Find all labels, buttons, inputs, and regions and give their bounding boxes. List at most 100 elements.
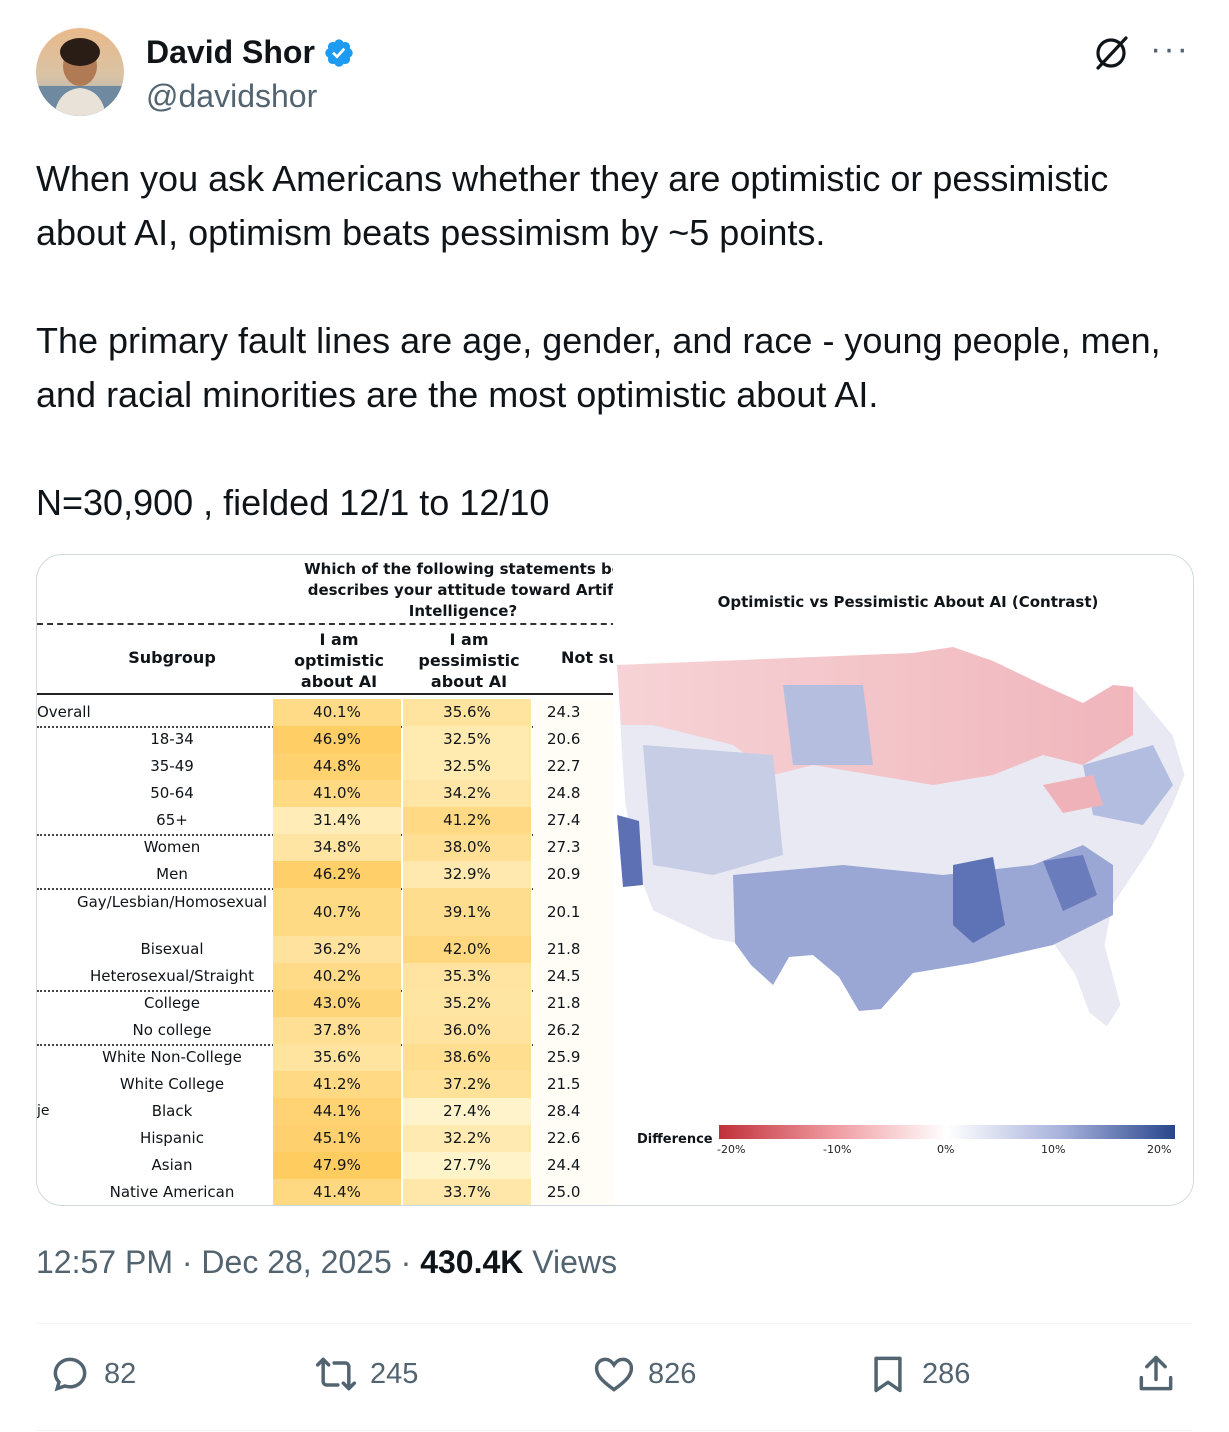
reply-count: 82: [104, 1357, 137, 1390]
not-sure-cell: 26.2: [533, 1017, 613, 1044]
not-sure-cell: 21.5: [533, 1071, 613, 1098]
optimistic-cell: 40.7%: [273, 888, 401, 936]
optimistic-cell: 45.1%: [273, 1125, 401, 1152]
survey-table: Which of the following statements be des…: [37, 555, 613, 1205]
not-sure-cell: 25.0: [533, 1179, 613, 1205]
reply-button[interactable]: 82: [48, 1352, 136, 1396]
table-row: 50-64 41.0% 34.2% 24.8: [37, 780, 613, 807]
action-bar: 82 245 826 286: [36, 1352, 1192, 1408]
optimistic-cell: 46.2%: [273, 861, 401, 888]
like-button[interactable]: 826: [592, 1352, 696, 1396]
not-sure-cell: 21.8: [533, 936, 613, 963]
table-row: No college 37.8% 36.0% 26.2: [37, 1017, 613, 1044]
region-south: [733, 845, 1113, 1011]
author-name[interactable]: David Shor: [146, 34, 355, 71]
row-label: No college: [132, 1021, 212, 1039]
table-row: Asian 47.9% 27.7% 24.4: [37, 1152, 613, 1179]
table-row: Gay/Lesbian/Homosexual 40.7% 39.1% 20.1: [37, 888, 613, 936]
views-count: 430.4K: [420, 1244, 524, 1280]
pessimistic-cell: 42.0%: [403, 936, 531, 963]
row-label: Gay/Lesbian/Homosexual: [76, 893, 268, 911]
row-label: 65+: [156, 811, 188, 829]
meta-separator: ·: [181, 1244, 193, 1280]
optimistic-cell: 47.9%: [273, 1152, 401, 1179]
pessimistic-cell: 37.2%: [403, 1071, 531, 1098]
row-label: 50-64: [150, 784, 194, 802]
table-row: College 43.0% 35.2% 21.8: [37, 990, 613, 1017]
repost-icon: [315, 1357, 357, 1391]
table-row: Native American 41.4% 33.7% 25.0: [37, 1179, 613, 1205]
post-media[interactable]: Which of the following statements be des…: [36, 554, 1194, 1206]
optimistic-cell: 46.9%: [273, 726, 401, 753]
post-header: David Shor @davidshor ···: [36, 28, 1196, 120]
region-southeast: [1043, 855, 1097, 911]
repost-button[interactable]: 245: [314, 1352, 418, 1396]
pessimistic-cell: 36.0%: [403, 1017, 531, 1044]
bookmark-count: 286: [922, 1357, 971, 1390]
optimistic-cell: 41.2%: [273, 1071, 401, 1098]
pessimistic-cell: 32.5%: [403, 753, 531, 780]
us-map: [616, 646, 1186, 1028]
reply-icon: [53, 1357, 87, 1392]
avatar[interactable]: [36, 28, 124, 116]
bookmark-icon: [874, 1356, 902, 1393]
not-sure-cell: 27.4: [533, 807, 613, 834]
share-button[interactable]: [1134, 1352, 1178, 1396]
bookmark-button[interactable]: 286: [866, 1352, 970, 1396]
region-deep-south: [953, 857, 1005, 943]
pessimistic-cell: 39.1%: [403, 888, 531, 936]
pessimistic-cell: 38.0%: [403, 834, 531, 861]
table-row: Women 34.8% 38.0% 27.3: [37, 834, 613, 861]
col-optimistic: I am optimistic about AI: [294, 630, 384, 691]
row-label: Black: [151, 1102, 193, 1120]
row-label: Men: [156, 865, 188, 883]
not-sure-cell: 22.6: [533, 1125, 613, 1152]
post-time[interactable]: 12:57 PM: [36, 1244, 173, 1280]
row-label: Native American: [109, 1183, 235, 1201]
post-date[interactable]: Dec 28, 2025: [201, 1244, 392, 1280]
optimistic-cell: 36.2%: [273, 936, 401, 963]
not-sure-cell: 24.8: [533, 780, 613, 807]
legend-tick: 10%: [1041, 1143, 1066, 1156]
not-sure-cell: 20.6: [533, 726, 613, 753]
pessimistic-cell: 38.6%: [403, 1044, 531, 1071]
table-row: 18-34 46.9% 32.5% 20.6: [37, 726, 613, 753]
legend-tick: -10%: [823, 1143, 852, 1156]
not-sure-cell: 28.4: [533, 1098, 613, 1125]
region-west: [643, 745, 783, 875]
pessimistic-cell: 32.9%: [403, 861, 531, 888]
row-label: White College: [119, 1075, 225, 1093]
pessimistic-cell: 32.5%: [403, 726, 531, 753]
table-row: Heterosexual/Straight 40.2% 35.3% 24.5: [37, 963, 613, 990]
legend-tick: 20%: [1147, 1143, 1172, 1156]
table-row: 35-49 44.8% 32.5% 22.7: [37, 753, 613, 780]
table-row: Black 44.1% 27.4% 28.4: [37, 1098, 613, 1125]
post-meta: 12:57 PM · Dec 28, 2025 · 430.4K Views: [36, 1244, 617, 1281]
legend-colorbar: [719, 1125, 1175, 1139]
more-options-icon[interactable]: ···: [1150, 30, 1190, 68]
pessimistic-cell: 41.2%: [403, 807, 531, 834]
not-sure-cell: 21.8: [533, 990, 613, 1017]
pessimistic-cell: 27.7%: [403, 1152, 531, 1179]
optimistic-cell: 34.8%: [273, 834, 401, 861]
like-count: 826: [648, 1357, 697, 1390]
not-sure-cell: 24.4: [533, 1152, 613, 1179]
grok-icon[interactable]: [1090, 32, 1132, 74]
table-header: Subgroup I am optimistic about AI I am p…: [37, 623, 613, 695]
region-appalachia: [1043, 775, 1103, 813]
not-sure-cell: 20.1: [533, 888, 613, 936]
table-row: Bisexual 36.2% 42.0% 21.8: [37, 936, 613, 963]
legend-tick: -20%: [717, 1143, 746, 1156]
optimistic-cell: 41.4%: [273, 1179, 401, 1205]
table-row: White Non-College 35.6% 38.6% 25.9: [37, 1044, 613, 1071]
optimistic-cell: 43.0%: [273, 990, 401, 1017]
repost-count: 245: [370, 1357, 419, 1390]
optimistic-cell: 41.0%: [273, 780, 401, 807]
verified-badge-icon: [325, 38, 353, 67]
post-text: When you ask Americans whether they are …: [36, 158, 1161, 523]
row-label: Heterosexual/Straight: [89, 967, 255, 985]
not-sure-cell: 24.3: [533, 699, 613, 726]
row-label: College: [144, 994, 200, 1012]
author-handle[interactable]: @davidshor: [146, 78, 318, 114]
pessimistic-cell: 35.6%: [403, 699, 531, 726]
